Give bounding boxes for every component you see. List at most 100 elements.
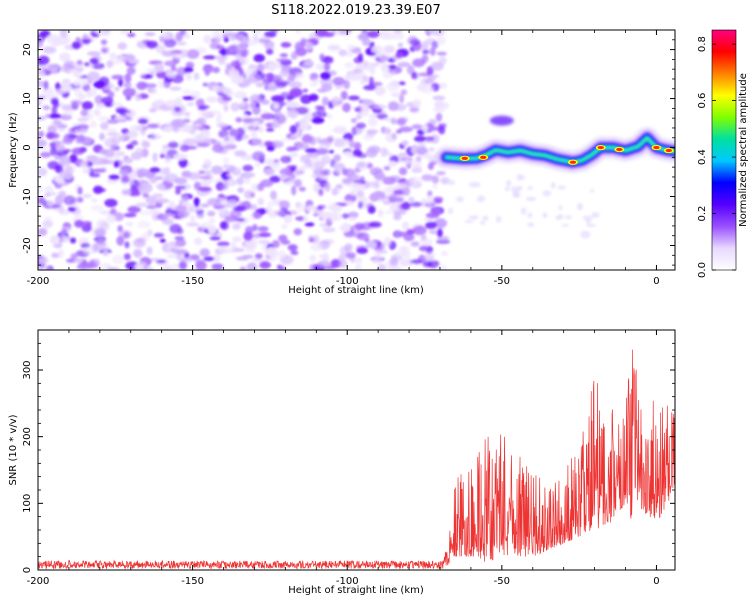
noise-blob: [281, 223, 288, 230]
noise-blob: [38, 130, 45, 138]
signal-peak: [480, 155, 487, 159]
noise-blob: [38, 196, 46, 205]
noise-blob: [135, 202, 144, 208]
x-tick-label: -150: [181, 276, 204, 287]
noise-blob: [421, 198, 427, 205]
noise-blob: [174, 106, 182, 113]
noise-blob: [354, 222, 365, 231]
x-tick-label: -50: [494, 576, 510, 587]
noise-blob: [235, 218, 247, 222]
noise-blob: [92, 168, 106, 173]
signal-blob: [489, 115, 514, 126]
noise-blob: [423, 78, 434, 84]
noise-blob: [195, 259, 206, 269]
noise-blob: [295, 30, 301, 35]
noise-blob: [117, 42, 128, 50]
noise-blob: [211, 165, 224, 175]
noise-blob: [61, 228, 67, 234]
noise-blob: [367, 145, 381, 154]
noise-blob: [176, 253, 182, 261]
snr-ticks: -200 -150 -100 -50 0 0 100 200 300: [22, 329, 675, 587]
noise-blob: [391, 92, 403, 98]
noise-blob: [70, 253, 78, 260]
noise-blob: [74, 258, 83, 264]
noise-blob: [425, 195, 433, 205]
noise-blob: [332, 205, 343, 212]
noise-blob: [230, 102, 240, 112]
noise-blob: [159, 153, 165, 159]
noise-blob: [183, 145, 198, 150]
noise-blob: [527, 212, 533, 219]
noise-blob: [114, 115, 127, 121]
noise-blob: [352, 149, 363, 157]
noise-blob: [476, 195, 486, 203]
noise-blob: [379, 30, 393, 35]
noise-blob: [136, 237, 146, 244]
noise-blob: [115, 134, 125, 141]
noise-blob: [266, 145, 275, 152]
noise-blob: [402, 221, 410, 230]
noise-blob: [280, 92, 290, 97]
noise-blob: [409, 201, 423, 207]
noise-blob: [59, 114, 72, 121]
noise-blob: [49, 235, 61, 245]
noise-blob: [260, 99, 270, 105]
noise-blob: [390, 70, 397, 76]
noise-blob: [108, 174, 120, 180]
noise-blob: [369, 192, 380, 202]
noise-blob: [411, 71, 418, 80]
noise-blob: [163, 166, 171, 175]
noise-blob: [412, 99, 422, 109]
noise-blob: [187, 172, 201, 180]
noise-blob: [367, 205, 376, 214]
noise-blob: [317, 260, 331, 268]
x-tick-label: -150: [181, 576, 204, 587]
colorbar-tick-label: 0.0: [697, 262, 708, 278]
noise-blob: [297, 143, 310, 150]
noise-blob: [77, 93, 86, 100]
noise-blob: [225, 32, 240, 37]
noise-blob: [38, 69, 46, 77]
noise-blob: [118, 78, 124, 87]
noise-blob: [365, 241, 378, 249]
noise-blob: [254, 253, 263, 260]
noise-blob: [241, 154, 255, 161]
noise-blob: [425, 221, 438, 230]
noise-blob: [231, 241, 237, 250]
noise-blob: [234, 62, 241, 71]
noise-blob: [331, 128, 346, 133]
noise-blob: [348, 95, 360, 101]
noise-blob: [264, 168, 276, 176]
y-tick-label: 300: [22, 360, 33, 379]
noise-blob: [156, 70, 167, 79]
noise-blob: [362, 38, 371, 47]
noise-blob: [99, 148, 108, 155]
x-tick-label: -200: [27, 276, 50, 287]
noise-blob: [431, 175, 439, 184]
noise-blob: [333, 154, 341, 162]
noise-blob: [298, 165, 307, 171]
noise-blob: [59, 170, 73, 180]
y-tick-label: 0: [22, 144, 33, 150]
noise-blob: [93, 185, 104, 194]
noise-blob: [100, 46, 110, 55]
noise-blob: [436, 36, 446, 45]
noise-blob: [153, 233, 165, 238]
noise-blob: [123, 213, 137, 218]
noise-blob: [167, 243, 174, 253]
noise-blob: [424, 136, 435, 141]
noise-blob: [247, 73, 261, 84]
noise-blob: [60, 85, 73, 92]
noise-blob: [270, 190, 277, 200]
noise-blob: [391, 31, 405, 40]
noise-blob: [149, 208, 162, 216]
noise-blob: [173, 249, 188, 255]
noise-blob: [558, 205, 563, 211]
noise-blob: [216, 116, 222, 124]
noise-blob: [313, 182, 320, 193]
noise-blob: [87, 71, 100, 81]
noise-blob: [254, 162, 261, 167]
noise-blob: [126, 32, 136, 38]
noise-blob: [120, 30, 129, 36]
noise-blob: [84, 62, 90, 67]
